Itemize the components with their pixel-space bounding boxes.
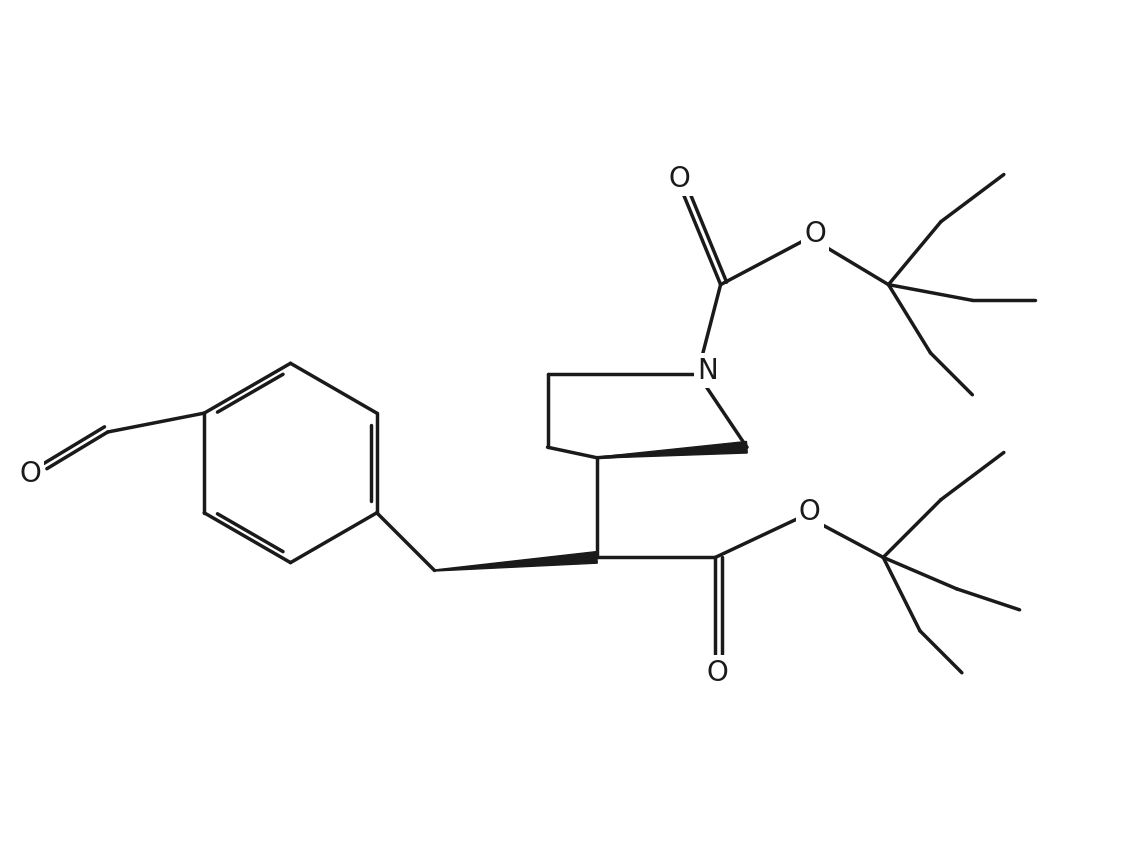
Polygon shape (434, 552, 597, 571)
Text: N: N (698, 357, 719, 385)
Text: O: O (799, 498, 821, 526)
Text: O: O (804, 221, 825, 248)
Text: O: O (669, 165, 690, 193)
Text: O: O (19, 460, 41, 488)
Text: O: O (706, 658, 729, 687)
Polygon shape (597, 441, 747, 458)
